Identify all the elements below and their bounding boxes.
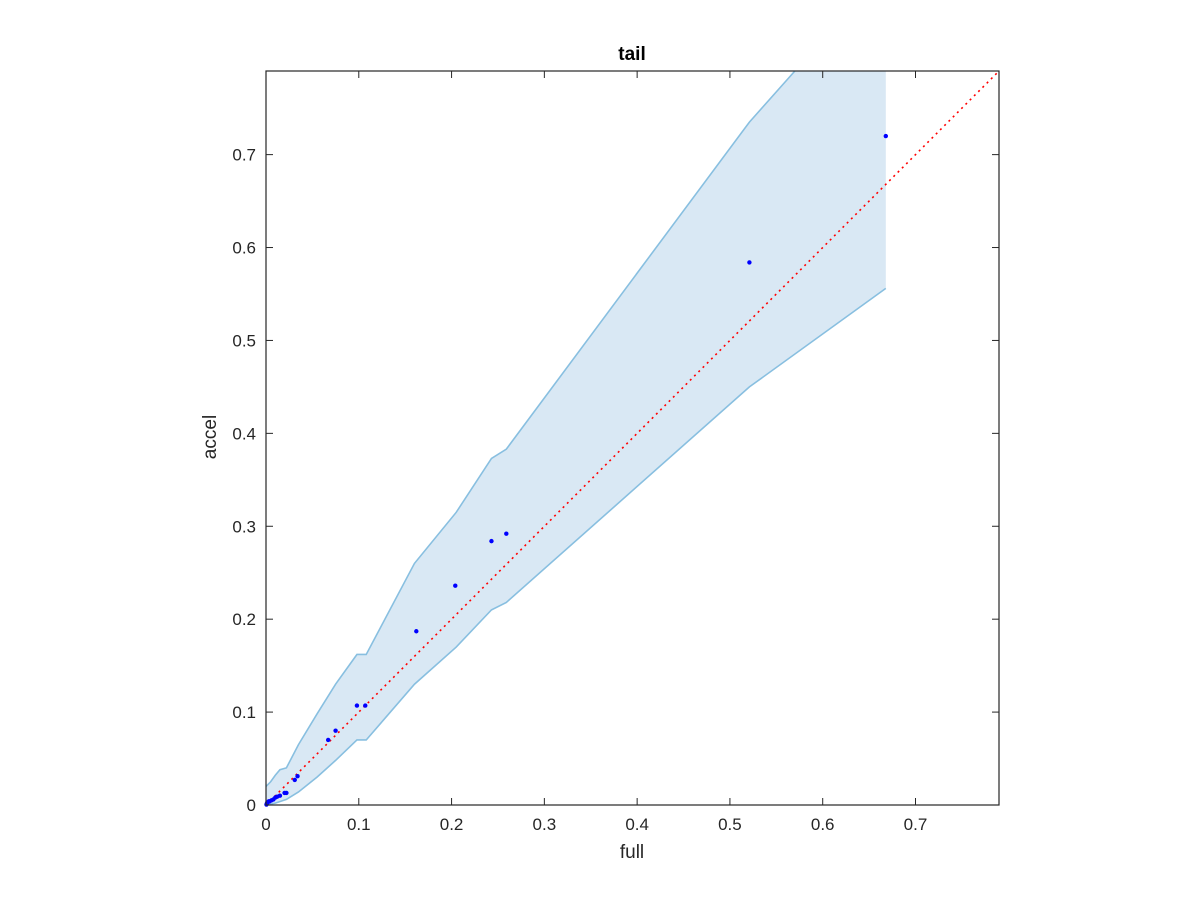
data-point	[295, 773, 300, 779]
data-point	[747, 260, 752, 265]
y-tick-label: 0.5	[232, 331, 256, 350]
x-tick-label: 0.6	[811, 815, 835, 834]
axes-frame	[265, 70, 1000, 806]
data-point	[883, 133, 889, 139]
x-tick-label: 0.5	[718, 815, 742, 834]
y-tick-label: 0.4	[232, 424, 256, 443]
confidence-band	[266, 71, 886, 805]
x-tick-label: 0.1	[347, 815, 371, 834]
x-tick-label: 0.2	[440, 815, 464, 834]
band-lower-edge	[265, 287, 887, 806]
data-point	[333, 728, 338, 733]
y-tick-label: 0.6	[232, 239, 256, 258]
reference-line	[265, 70, 1000, 806]
data-point	[277, 793, 283, 798]
y-tick-label: 0.2	[232, 610, 256, 629]
y-tick-label: 0.1	[232, 703, 256, 722]
y-axis-label: accel	[200, 415, 221, 459]
data-point	[284, 790, 289, 796]
x-axis-label: full	[620, 842, 644, 863]
band-upper-edge	[265, 70, 796, 787]
x-tick-label: 0.4	[625, 815, 649, 834]
x-tick-label: 0.7	[904, 815, 928, 834]
data-point	[453, 583, 458, 588]
chart-title: tail	[618, 44, 645, 65]
x-tick-label: 0	[261, 815, 270, 834]
data-point	[354, 703, 360, 708]
data-point	[489, 538, 494, 544]
y-tick-label: 0.7	[232, 146, 256, 165]
data-point	[363, 703, 368, 708]
data-point	[325, 737, 331, 743]
axes: 0 0.1 0.2 0.3 0.4 0.5 0.6 0.7 0 0.1 0.2 0.3 0.4 0.5 0.…	[232, 70, 1000, 834]
y-tick-label: 0.3	[232, 517, 256, 536]
y-tick-label: 0	[247, 796, 256, 815]
data-point	[414, 629, 419, 634]
plot-area	[264, 70, 1000, 807]
data-point	[504, 531, 509, 536]
data-point	[292, 777, 297, 783]
x-tick-label: 0.3	[533, 815, 557, 834]
